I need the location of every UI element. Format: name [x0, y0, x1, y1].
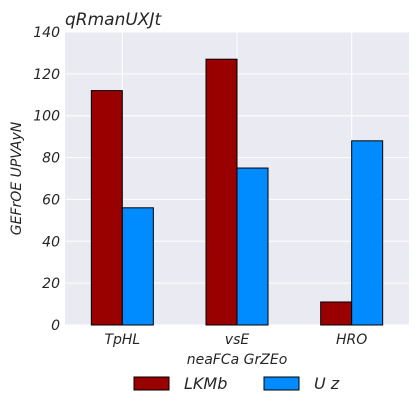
bar-series2-vse [236, 167, 269, 326]
legend-label: LKMb [184, 374, 227, 393]
y-tick-label: 0 [51, 318, 60, 334]
bar-series2-hro [351, 140, 384, 326]
bar-series1-tphl [90, 90, 123, 326]
legend-swatch [133, 376, 170, 391]
x-tick-label: vsE [225, 332, 250, 348]
y-tick-label: 40 [42, 234, 60, 250]
bar-series1-vse [205, 58, 238, 326]
y-tick-label: 60 [42, 192, 60, 208]
y-tick-label: 100 [33, 109, 60, 125]
legend-swatch [263, 376, 300, 391]
legend: LKMb U z [133, 374, 340, 393]
y-tick-label: 140 [33, 25, 60, 41]
chart-title: qRmanUXJt [65, 10, 162, 30]
legend-label: U z [314, 374, 340, 393]
bar-series1-hro [320, 301, 353, 326]
y-tick-label: 20 [42, 276, 60, 292]
x-tick-label: HRO [336, 332, 367, 348]
y-tick-label: 120 [33, 67, 60, 83]
x-tick-label: TpHL [104, 332, 140, 348]
y-tick-label: 80 [42, 151, 60, 167]
y-axis-label: GEFrOE UPVAyN [9, 121, 25, 235]
bar-series2-tphl [121, 207, 154, 326]
y-tick-labels: 0 20 40 60 80 100 120 140 [33, 25, 60, 334]
x-tick-labels: TpHL vsE HRO [104, 332, 367, 348]
x-axis-label: neaFCa GrZEo [187, 352, 288, 368]
bars [90, 58, 384, 326]
